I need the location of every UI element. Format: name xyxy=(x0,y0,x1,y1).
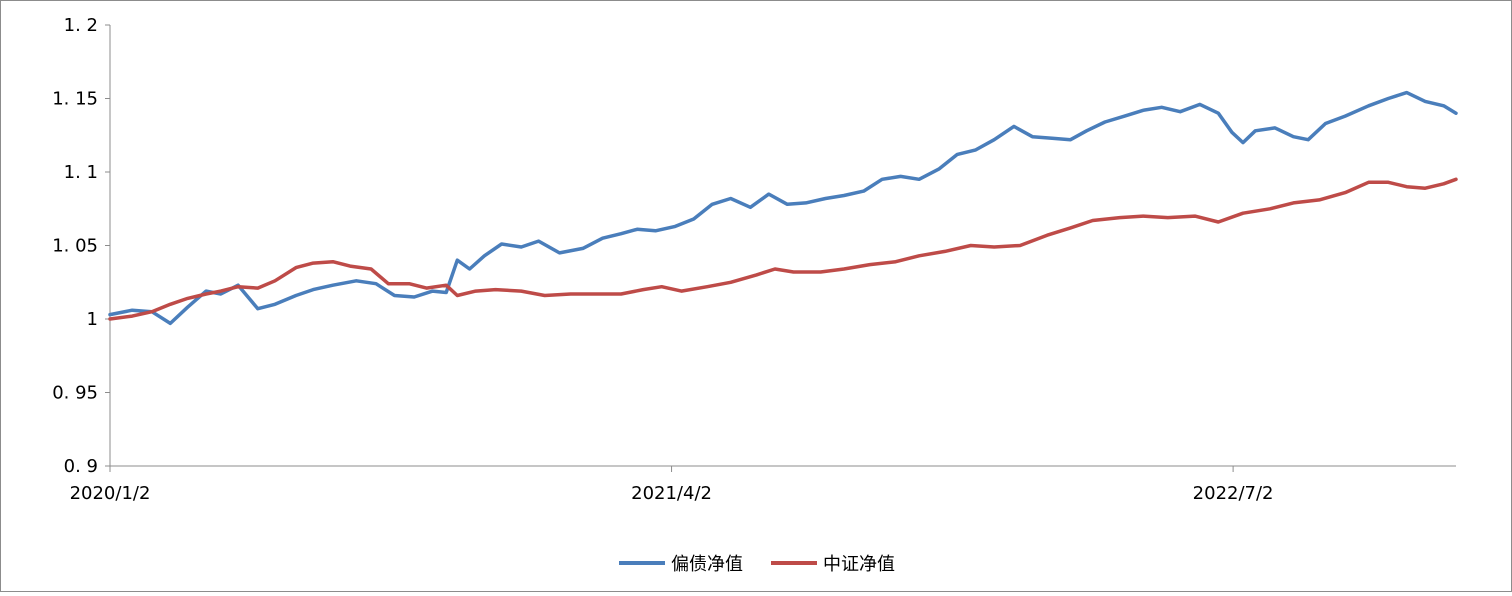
y-tick-label: 1. 2 xyxy=(64,15,98,36)
series-lines xyxy=(108,90,1458,326)
axes xyxy=(109,25,1456,467)
x-tick-label: 2022/7/2 xyxy=(1193,483,1274,504)
y-tick-label: 0. 95 xyxy=(52,383,98,404)
y-tick-label: 1. 15 xyxy=(52,89,98,110)
y-tick-label: 1 xyxy=(87,309,98,330)
legend-label-2: 中证净值 xyxy=(823,554,895,575)
x-tick-label: 2021/4/2 xyxy=(631,483,712,504)
legend-label-1: 偏债净值 xyxy=(671,554,743,575)
y-tick-label: 1. 05 xyxy=(52,236,98,257)
x-axis-ticks: 2020/1/2 2021/4/2 2022/7/2 xyxy=(70,466,1274,504)
legend: 偏债净值 中证净值 xyxy=(619,554,895,575)
series-line-1 xyxy=(108,90,1458,326)
y-tick-label: 1. 1 xyxy=(64,162,98,183)
x-tick-label: 2020/1/2 xyxy=(70,483,151,504)
y-tick-label: 0. 9 xyxy=(64,456,98,477)
y-axis-ticks: 0. 9 0. 95 1 1. 05 1. 1 1. 15 1. 2 xyxy=(52,15,110,477)
series-line-2 xyxy=(108,177,1458,321)
